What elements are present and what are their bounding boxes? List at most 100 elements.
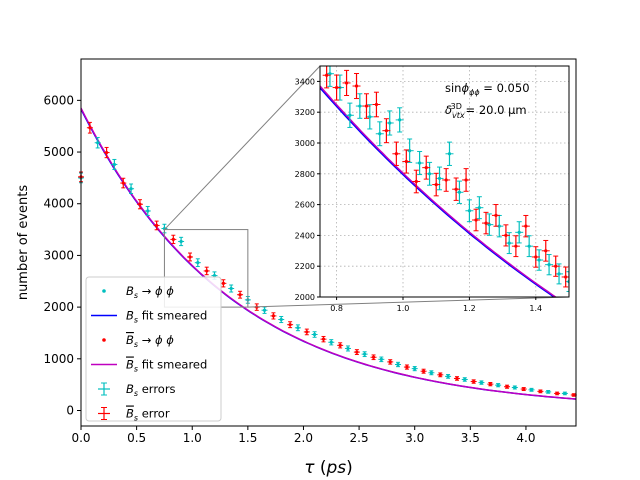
marker — [488, 382, 492, 386]
data-point — [445, 374, 452, 379]
x-tick-label: 3.5 — [461, 431, 480, 445]
x-tick-label: 2.5 — [350, 431, 369, 445]
inset-data-point — [435, 166, 444, 191]
marker — [262, 308, 267, 312]
inset-marker — [424, 166, 428, 170]
x-tick-label: 1.5 — [238, 431, 257, 445]
inset-data-point — [462, 168, 471, 192]
marker — [296, 326, 300, 330]
marker — [229, 286, 233, 291]
inset-marker — [474, 218, 478, 222]
data-point — [270, 312, 277, 320]
inset-marker — [507, 241, 511, 245]
inset-marker — [467, 209, 471, 213]
data-point — [128, 183, 135, 194]
inset-frame — [319, 65, 570, 298]
inset-data-point — [362, 93, 371, 119]
y-tick-label: 5000 — [43, 145, 74, 159]
x-axis-label: τ (ps) — [304, 458, 353, 478]
marker — [188, 255, 192, 259]
inset-marker — [358, 104, 362, 108]
data-point — [187, 252, 194, 262]
marker — [205, 269, 209, 273]
inset-marker — [354, 84, 359, 88]
marker — [271, 314, 276, 318]
legend-label: Bs → ϕ ϕ — [126, 284, 174, 300]
inset-data-point — [432, 172, 441, 197]
legend-bsbar-fit: Bs fit smeared — [91, 358, 207, 374]
inset-marker — [527, 244, 531, 248]
inset-marker — [454, 187, 458, 191]
marker — [155, 223, 159, 228]
marker — [555, 391, 559, 396]
marker — [221, 281, 225, 285]
zoom-connector — [164, 65, 321, 230]
inset-marker — [335, 85, 339, 90]
data-point — [344, 345, 351, 352]
inset-x-tick-label: 1.0 — [397, 304, 410, 313]
marker — [171, 237, 175, 241]
inset-marker — [524, 224, 528, 228]
data-point — [537, 389, 544, 394]
inset-marker — [484, 221, 488, 225]
marker — [329, 340, 333, 344]
inset-data-point — [515, 221, 524, 244]
inset-marker — [447, 152, 452, 156]
marker — [346, 346, 350, 351]
legend-bsbar-errors: Bs error — [98, 407, 170, 423]
inset-data-point — [395, 107, 404, 133]
data-point — [237, 290, 244, 299]
inset-data-point — [375, 121, 384, 147]
x-tick-label: 1.0 — [183, 431, 202, 445]
legend-bs-points: Bs → ϕ ϕ — [102, 284, 174, 300]
data-point — [170, 234, 177, 245]
data-point — [294, 324, 301, 332]
inset-data-point — [445, 141, 454, 166]
inset-marker — [477, 206, 481, 210]
annotation-sinphi: sinϕϕϕ = 0.050 — [445, 81, 530, 97]
inset-marker — [364, 104, 369, 108]
data-point — [378, 356, 385, 363]
inset-marker — [348, 113, 352, 117]
inset-marker — [464, 178, 468, 182]
inset-marker — [437, 176, 442, 181]
inset-marker — [497, 224, 501, 228]
x-tick-label: 3.0 — [405, 431, 424, 445]
inset-marker — [494, 213, 498, 217]
marker — [129, 187, 133, 191]
inset-marker — [427, 172, 432, 176]
data-point — [203, 266, 210, 276]
data-point — [453, 376, 460, 381]
data-point — [303, 328, 310, 336]
data-point — [395, 361, 402, 368]
inset-data-point — [422, 155, 431, 180]
inset-data-point — [521, 214, 530, 238]
inset-data-point — [442, 168, 451, 192]
legend-box — [85, 276, 222, 422]
data-point — [461, 377, 468, 382]
data-point — [194, 258, 201, 268]
inset-data-point — [472, 208, 481, 232]
inset-background — [320, 66, 569, 297]
data-point — [311, 331, 318, 338]
legend-label: Bs fit smeared — [126, 358, 207, 374]
legend-label: Bs error — [126, 407, 170, 423]
inset-data-point — [561, 266, 569, 288]
data-point — [528, 387, 535, 392]
data-point — [411, 366, 418, 372]
marker — [505, 385, 509, 389]
annotation-delta: δvtx3D = 20.0 μm — [445, 102, 527, 120]
inset-data-point — [382, 118, 391, 144]
data-point — [511, 385, 518, 390]
marker — [121, 181, 125, 185]
marker — [96, 141, 100, 145]
inset-data-point — [541, 239, 550, 262]
inset-y-tick-label: 2000 — [295, 293, 315, 302]
inset-data-point — [452, 177, 461, 201]
y-tick-label: 6000 — [43, 93, 74, 107]
data-point — [470, 379, 477, 384]
marker — [455, 376, 459, 381]
marker — [529, 388, 534, 392]
inset-marker — [398, 118, 402, 122]
data-point — [420, 368, 427, 374]
